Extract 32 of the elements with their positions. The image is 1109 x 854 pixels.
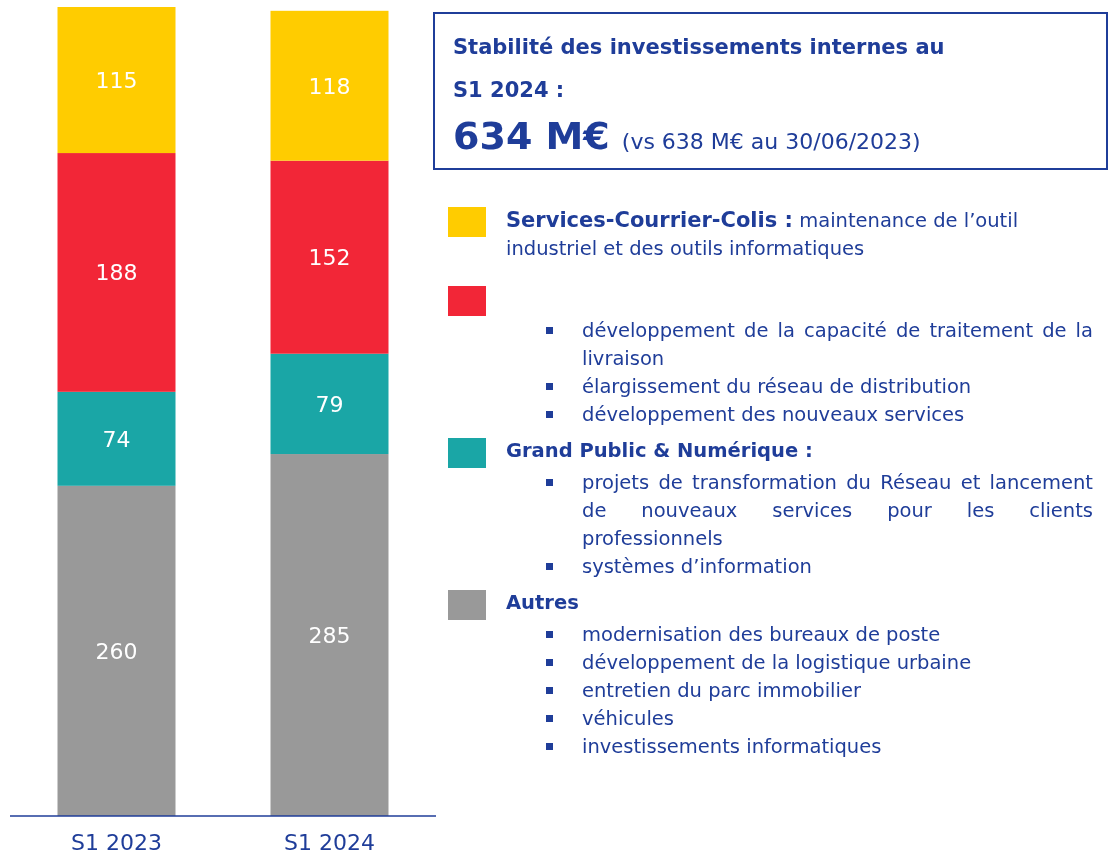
bar	[57, 391, 176, 486]
legend-label: Services-Courrier-Colis :	[506, 208, 793, 232]
bar	[270, 10, 389, 161]
text: investissements informatiques	[581, 734, 883, 760]
bar	[57, 7, 176, 154]
x-tick-label: S1 2023	[71, 830, 162, 854]
bar	[57, 485, 176, 816]
data-label: 74	[102, 426, 131, 452]
bar	[270, 160, 389, 354]
text: Stabilité des investissements internes au S1 2024 :	[453, 34, 946, 104]
bar	[57, 153, 176, 392]
text: modernisation des bureaux de poste	[581, 622, 942, 648]
x-tick-label: S1 2024	[284, 830, 375, 854]
text: 634 M€	[453, 114, 610, 158]
bar	[270, 454, 389, 816]
bar	[270, 353, 389, 455]
text: (vs 638 M€ au 30/06/2023)	[621, 129, 921, 154]
data-label: 152	[308, 245, 351, 271]
text: développement des nouveaux services	[581, 402, 966, 428]
text: véhicules	[581, 706, 675, 732]
data-label: 118	[308, 73, 351, 99]
text: systèmes d’information	[581, 554, 813, 580]
data-label: 79	[315, 391, 344, 417]
legend-label: Grand Public & Numérique :	[506, 438, 814, 464]
text: élargissement du réseau de distribution	[581, 374, 973, 400]
legend-label: Autres	[506, 590, 580, 616]
text: entretien du parc immobilier	[581, 678, 862, 704]
text: développement de la logistique urbaine	[581, 650, 973, 676]
data-label: 260	[95, 638, 138, 664]
data-label: 188	[95, 260, 138, 286]
data-label: 285	[308, 623, 351, 649]
data-label: 115	[95, 68, 138, 94]
